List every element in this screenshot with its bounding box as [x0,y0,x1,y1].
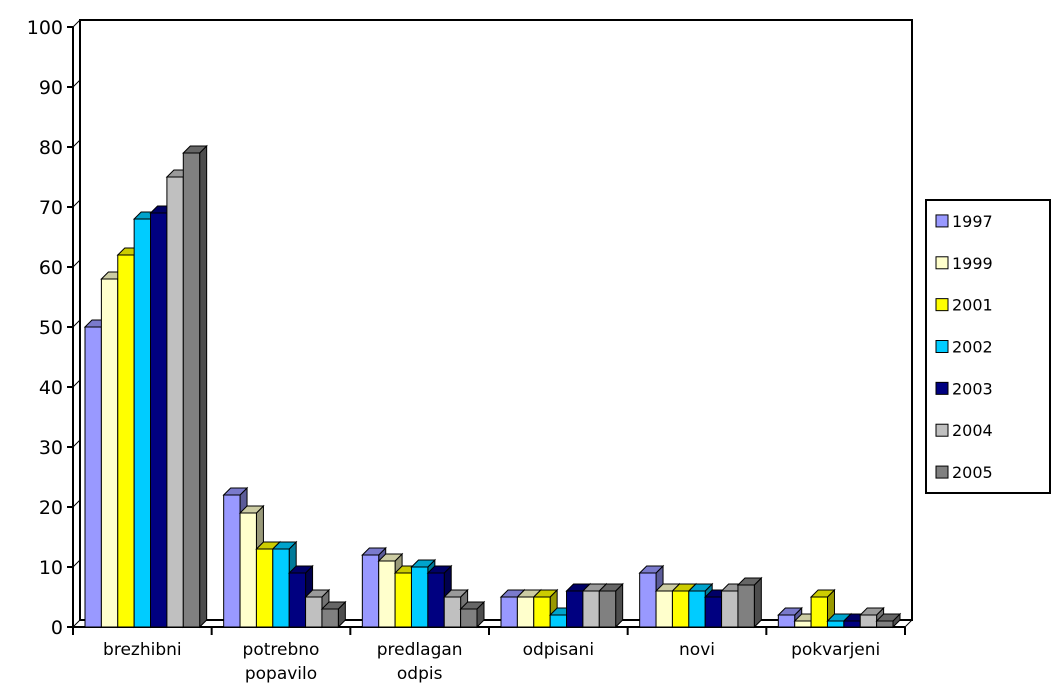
x-category-label: odpis [397,664,443,684]
x-category-label: pokvarjeni [791,640,880,660]
legend-label: 2005 [952,463,993,482]
wall-tick [72,439,81,448]
legend-swatch [935,340,949,353]
legend-swatch [935,298,949,312]
y-tick-label: 10 [39,557,63,579]
x-category-label: predlagan [377,640,463,660]
bar [532,588,559,629]
y-tick-label: 0 [51,617,63,639]
legend-swatch [935,381,949,395]
x-category-label: popavilo [245,664,317,684]
y-tick-label: 30 [39,437,63,459]
legend-swatch [935,423,949,437]
y-tick-label: 70 [39,197,63,219]
plot-area [79,19,913,621]
wall-tick [72,19,81,28]
legend-label: 2001 [952,296,993,315]
wall-tick [72,259,81,268]
legend-label: 2002 [952,338,993,357]
wall-tick [72,319,81,328]
bar [859,606,885,629]
x-category-labels: brezhibni potrebno popavilo predlagan odpis o… [103,640,880,684]
x-category-label: novi [679,640,715,660]
wall-tick [72,199,81,208]
y-tick-label: 90 [39,77,63,99]
floor-edge [904,619,913,628]
x-category-label: potrebno [243,640,320,660]
bar [598,582,624,629]
bar [736,576,763,629]
legend-label: 1997 [952,212,993,231]
legend-label: 1999 [952,254,993,273]
legend-swatch [935,214,949,228]
y-tick-labels: 0 10 20 30 40 50 60 70 80 90 100 [27,17,63,639]
y-tick-label: 100 [27,17,63,39]
x-category-label: brezhibni [103,640,182,660]
bar [320,600,347,629]
axes [67,19,913,635]
legend-swatch [935,465,949,479]
legend-swatch [935,256,949,270]
bars [83,144,902,629]
y-tick-label: 50 [39,317,63,339]
legend-label: 2004 [952,421,993,440]
wall-tick [72,619,81,628]
y-tick-label: 20 [39,497,63,519]
legend: 1997 1999 2001 2002 2003 2004 2005 [925,199,1051,494]
y-tick-label: 40 [39,377,63,399]
bar [182,144,208,629]
legend-label: 2003 [952,379,993,398]
wall-tick [72,139,81,148]
x-category-label: odpisani [523,640,594,660]
wall-tick [72,79,81,88]
bar [875,612,902,629]
wall-tick [72,559,81,568]
bar [459,600,486,629]
y-tick-label: 80 [39,137,63,159]
y-tick-label: 60 [39,257,63,279]
wall-tick [72,379,81,388]
wall-tick [72,499,81,508]
